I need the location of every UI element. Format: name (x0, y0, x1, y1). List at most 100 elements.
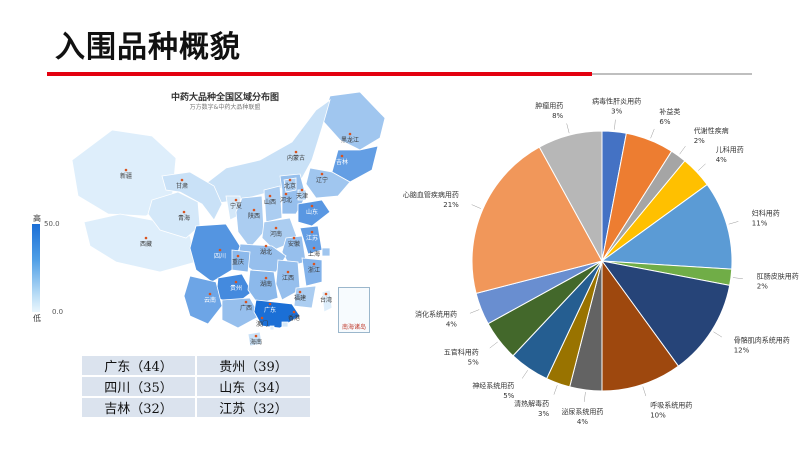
province-marker (300, 188, 304, 192)
pie-slice-14 (471, 146, 603, 294)
province-marker (234, 198, 238, 202)
province-marker (124, 168, 128, 172)
province-label: 云南 (204, 296, 216, 304)
province-marker (264, 244, 268, 248)
pie-slice-label: 五官科用药 (444, 348, 479, 357)
legend-low-label: 低 (33, 314, 41, 323)
province-label: 湖北 (260, 248, 272, 256)
province-marker (254, 334, 258, 338)
pie-leader-line (489, 341, 498, 349)
pie-slice-percent: 2% (757, 283, 768, 291)
legend-high-label: 高 (33, 214, 41, 223)
ranking-cell: 江苏（32） (195, 396, 312, 419)
province-marker (182, 210, 186, 214)
province-marker (264, 276, 268, 280)
province-label: 河北 (280, 196, 292, 204)
province-label: 天津 (296, 193, 308, 200)
province-marker (144, 236, 148, 240)
pie-slice-label: 消化系统用药 (415, 309, 457, 318)
title-underline-grey (592, 73, 752, 75)
province-label: 四川 (214, 253, 226, 260)
pie-slice-percent: 3% (538, 410, 549, 418)
pie-slice-percent: 3% (611, 108, 622, 116)
page-title: 入围品种概貌 (55, 30, 241, 65)
pie-slice-percent: 5% (468, 359, 479, 367)
province-marker (268, 194, 272, 198)
province-label: 黑龙江 (341, 136, 359, 144)
pie-slice-percent: 11% (752, 219, 768, 227)
map-province-19 (321, 247, 331, 257)
province-marker (298, 290, 302, 294)
map-province-1 (321, 91, 386, 151)
pie-slice-percent: 12% (734, 347, 750, 355)
province-label: 贵州 (230, 284, 242, 292)
province-label: 台湾 (320, 296, 332, 304)
pie-slice-percent: 6% (659, 118, 670, 126)
province-label: 湖南 (260, 280, 272, 288)
pie-slice-8 (601, 259, 680, 392)
province-marker (218, 248, 222, 252)
pie-slice-label: 心脑血管疾病用药 (403, 190, 459, 199)
province-marker (292, 310, 296, 314)
province-label: 山西 (264, 198, 276, 206)
legend-max-value: 50.0 (44, 220, 60, 228)
ranking-cell: 四川（35） (80, 375, 197, 398)
province-marker (284, 192, 288, 196)
pie-leader-line (698, 163, 706, 171)
map-province-21 (189, 223, 241, 283)
province-ranking-table: 广东（44） 贵州（39） 四川（35） 山东（34） 吉林（32） 江苏（32… (80, 354, 312, 419)
province-marker (310, 204, 314, 208)
province-label: 甘肃 (176, 182, 188, 190)
province-marker (312, 262, 316, 266)
legend-min-value: 0.0 (52, 308, 64, 316)
pie-leader-line (553, 385, 558, 395)
title-underline-red (47, 72, 592, 76)
province-label: 上海 (308, 250, 320, 258)
province-marker (292, 236, 296, 240)
pie-leader-line (650, 128, 655, 139)
table-row: 吉林（32） 江苏（32） (80, 396, 312, 419)
province-label: 辽宁 (316, 176, 328, 184)
pie-slice-label: 代谢性疾病 (694, 126, 729, 135)
map-province-8 (161, 171, 223, 221)
province-label: 西藏 (140, 240, 152, 248)
province-marker (294, 150, 298, 154)
pie-slice-percent: 2% (694, 137, 705, 145)
province-label: 安徽 (288, 240, 300, 248)
province-label: 江西 (282, 275, 294, 282)
pie-leader-line (679, 145, 686, 155)
pie-slice-percent: 4% (446, 320, 457, 328)
map-province-33 (321, 289, 333, 313)
map-province-29 (221, 297, 261, 329)
province-label: 浙江 (308, 266, 320, 274)
pie-leader-line (732, 277, 743, 280)
province-marker (180, 178, 184, 182)
pie-slice-15 (538, 130, 603, 262)
province-marker (252, 208, 256, 212)
pie-slice-percent: 5% (503, 392, 514, 400)
province-label: 重庆 (232, 258, 244, 266)
pie-slice-label: 病毒性肝炎用药 (592, 97, 641, 106)
ranking-cell: 吉林（32） (80, 396, 197, 419)
pie-leader-line (614, 119, 616, 130)
pie-slice-percent: 4% (716, 156, 727, 164)
province-marker (244, 300, 248, 304)
map-province-13 (283, 177, 297, 193)
ranking-cell: 山东（34） (195, 375, 312, 398)
pie-leader-line (469, 309, 480, 314)
pie-slice-label: 肛肠皮肤用药 (757, 272, 799, 281)
province-label: 北京 (284, 182, 296, 190)
ranking-cell: 广东（44） (80, 354, 197, 377)
pie-slice-label: 补益类 (659, 107, 680, 116)
table-row: 四川（35） 山东（34） (80, 375, 312, 398)
province-label: 山东 (306, 208, 318, 216)
map-province-15 (297, 199, 331, 227)
province-marker (260, 316, 264, 320)
province-label: 吉林 (336, 158, 348, 166)
map-province-31 (281, 321, 289, 328)
pie-slice-label: 清热解毒药 (514, 399, 549, 408)
pie-leader-line (521, 370, 529, 379)
province-marker (324, 292, 328, 296)
